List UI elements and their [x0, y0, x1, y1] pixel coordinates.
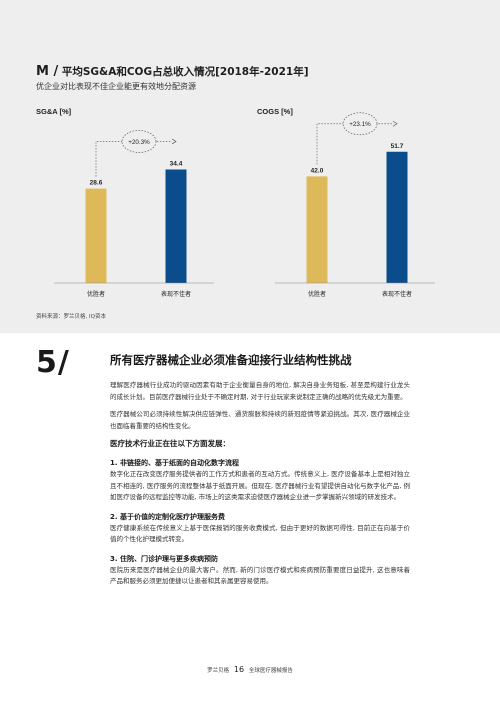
- footer-report-name: 全球医疗器械报告: [248, 668, 293, 674]
- connector-arrow-icon: [171, 138, 177, 145]
- chart-cogs: COGS [%] 42.0 优胜者 51.7 表现不佳者 +23.1%: [257, 105, 487, 300]
- bar-value-label: 51.7: [391, 143, 404, 150]
- section-title: 所有医疗器械企业必须准备迎接行业结构性挑战: [110, 353, 352, 367]
- trend-text-digital: 数字化正在改变医疗服务提供者的工作方式和患者的互动方式。传统意义上, 医疗设备基…: [110, 470, 410, 501]
- footer-brand: 罗兰贝格: [207, 668, 230, 674]
- trend-heading-value-based: 2. 基于价值的定制化医疗护理服务费: [110, 512, 225, 521]
- trend-heading-prevention: 3. 住院、门诊护理与更多疾病预防: [110, 554, 218, 563]
- figure-title-text: 平均SG&A和COG占总收入情况[2018年-2021年]: [61, 66, 309, 78]
- section-number: 5/: [36, 345, 70, 380]
- change-label: +23.1%: [349, 121, 371, 128]
- bar-value-label: 34.4: [170, 160, 183, 167]
- chart-ylabel: COGS [%]: [257, 107, 293, 116]
- connector-arrow-icon: [392, 120, 398, 127]
- figure-source: 资料来源：罗兰贝格, IQ资本: [36, 314, 106, 320]
- figure-subtitle: 优企业对比表现不佳企业能更有效地分配资源: [36, 82, 196, 91]
- bar-winner: [306, 176, 328, 283]
- category-label: 优胜者: [308, 290, 326, 298]
- bar-value-label: 28.6: [90, 180, 103, 187]
- change-badge: [342, 112, 378, 136]
- bar-underperformer: [386, 151, 408, 283]
- trend-heading-digital: 1. 非链接的、基于纸面的自动化数字流程: [110, 459, 239, 467]
- trend-text-prevention: 医院历来是医疗器械企业的最大客户。然而, 新的门诊医疗模式和疾病预防重要度日益提…: [110, 565, 410, 586]
- figure-letter: M /: [36, 64, 59, 79]
- figure-panel: M / 平均SG&A和COG占总收入情况[2018年-2021年] 优企业对比表…: [0, 0, 500, 333]
- chart-cogs-svg: COGS [%] 42.0 优胜者 51.7 表现不佳者 +23.1%: [257, 107, 435, 298]
- category-label: 优胜者: [87, 290, 105, 298]
- chart-sga-svg: SG&A [%] 28.6 优胜者 34.4 表现不佳者 +20.3%: [36, 107, 214, 298]
- paragraph-intro: 理解医疗器械行业成功的驱动因素有助于企业衡量自身的地位, 解决自身业务短板, 甚…: [110, 381, 410, 401]
- paragraph-challenges: 医疗器械公司必须持续性解决供应链弹性、通货膨胀和持续的新冠疫情等紧迫挑战。其次,…: [110, 410, 410, 430]
- figure-title: M / 平均SG&A和COG占总收入情况[2018年-2021年]: [36, 64, 309, 79]
- category-label: 表现不佳者: [161, 290, 191, 298]
- bar-underperformer: [165, 169, 187, 283]
- category-label: 表现不佳者: [382, 290, 412, 298]
- bar-value-label: 42.0: [311, 167, 324, 174]
- change-label: +20.3%: [128, 139, 150, 146]
- trends-lead-heading: 医疗技术行业正在往以下方面发展：: [110, 439, 230, 448]
- page-number: 16: [233, 665, 245, 674]
- page-footer: 罗兰贝格 16 全球医疗器械报告: [0, 665, 500, 674]
- trend-text-value-based: 医疗健康系统在传统意义上基于医保报销的服务收费模式, 但由于更好的数据可得性, …: [110, 523, 410, 544]
- change-badge: [121, 130, 157, 153]
- bar-winner: [85, 188, 107, 283]
- chart-ylabel: SG&A [%]: [36, 107, 72, 116]
- chart-sga: SG&A [%] 28.6 优胜者 34.4 表现不佳者 +20.3%: [36, 105, 266, 300]
- section-body: 理解医疗器械行业成功的驱动因素有助于企业衡量自身的地位, 解决自身业务短板, 甚…: [110, 380, 410, 590]
